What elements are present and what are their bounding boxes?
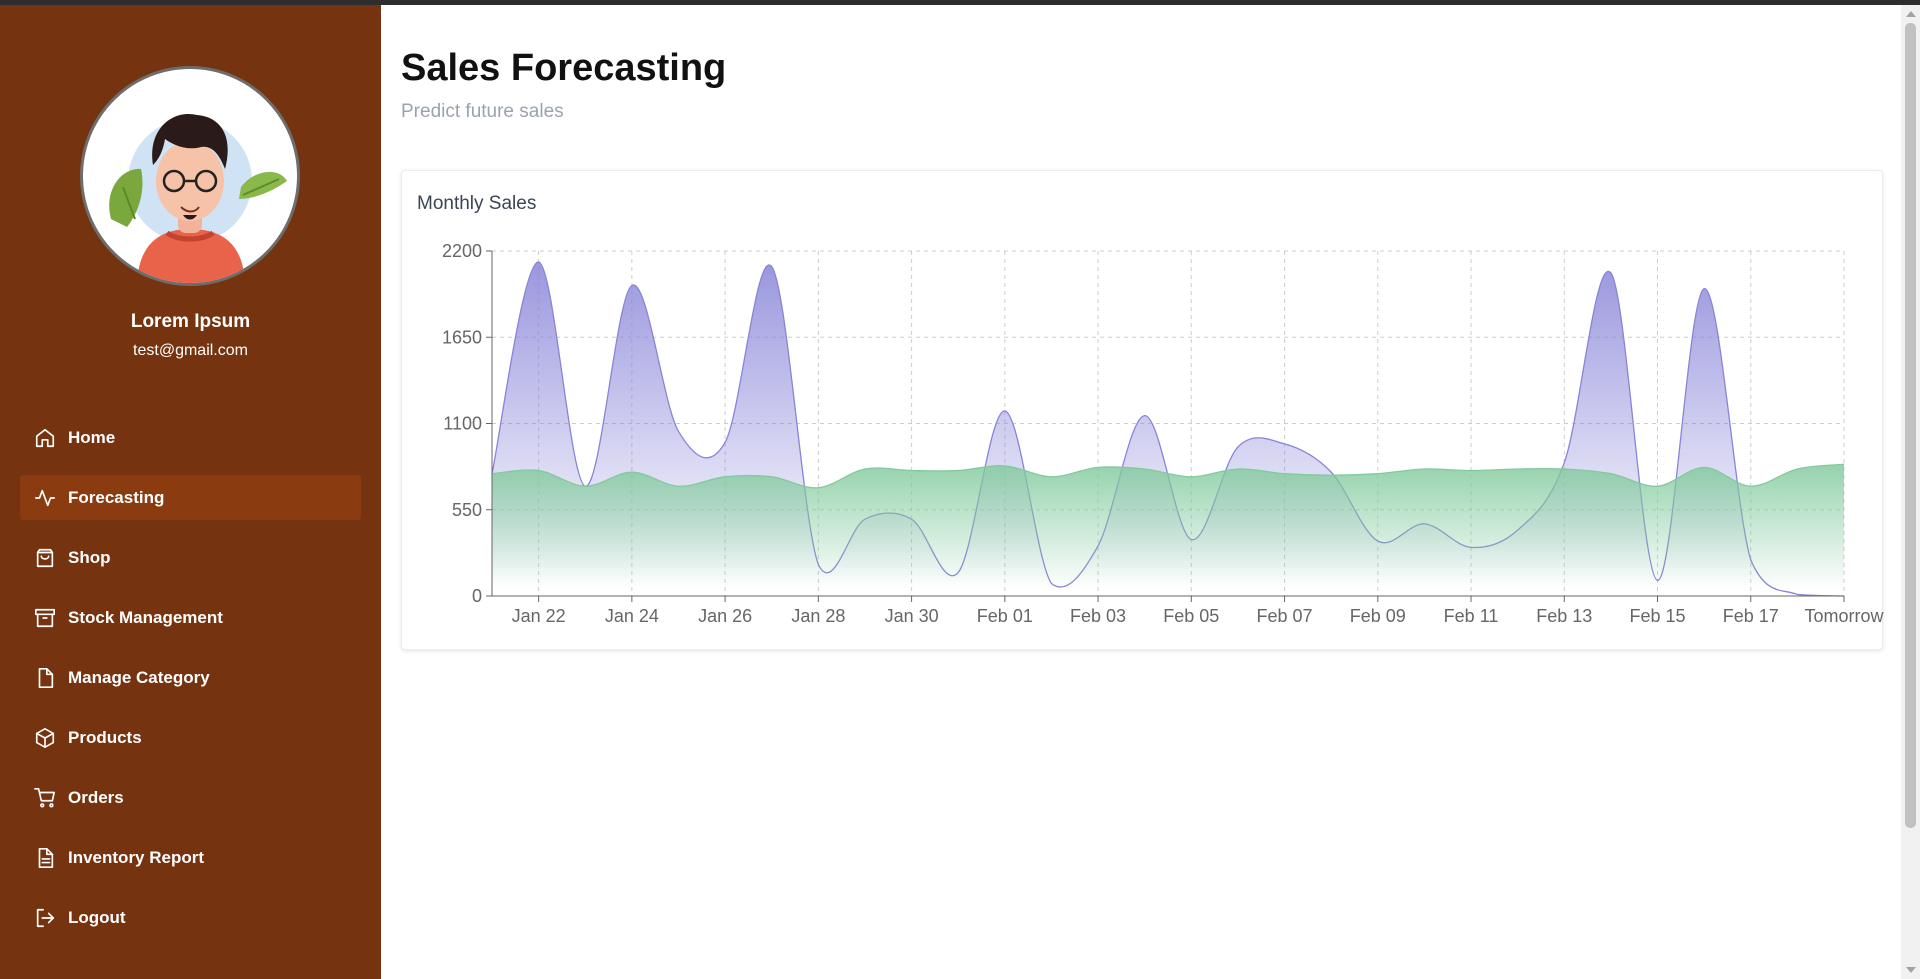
sidebar-item-products[interactable]: Products <box>20 715 361 760</box>
sidebar-item-label: Forecasting <box>68 487 165 507</box>
sidebar-item-label: Stock Management <box>68 607 223 627</box>
scrollbar-thumb[interactable] <box>1905 23 1916 828</box>
sales-chart: 0 550 1100 1650 2200 Jan 22 Jan 24 Jan 26 Jan 28… <box>442 241 1884 626</box>
x-tick-label: Jan 26 <box>698 606 752 626</box>
sidebar-item-stock-management[interactable]: Stock Management <box>20 595 361 640</box>
sidebar-item-logout[interactable]: Logout <box>20 895 361 940</box>
chart-card: Monthly Sales 0 550 1100 1650 2200 Jan 22 Jan … <box>401 170 1884 650</box>
x-tick-label: Feb 15 <box>1629 606 1685 626</box>
window-top-border <box>0 0 1920 5</box>
archive-icon <box>35 608 55 627</box>
x-tick-label: Feb 07 <box>1257 606 1313 626</box>
avatar <box>80 66 300 286</box>
x-tick-label: Feb 13 <box>1536 606 1592 626</box>
home-icon <box>35 428 55 447</box>
x-tick-label: Feb 11 <box>1444 606 1499 626</box>
sidebar-item-label: Manage Category <box>68 667 210 687</box>
sidebar-nav: Home Forecasting Shop Stock Management M… <box>20 415 361 955</box>
chart-title: Monthly Sales <box>417 193 537 214</box>
user-name: Lorem Ipsum <box>130 311 251 332</box>
y-tick-label: 1100 <box>443 414 482 434</box>
x-tick-label: Feb 09 <box>1350 606 1406 626</box>
scroll-up-icon[interactable] <box>1906 11 1916 17</box>
x-tick-label: Feb 05 <box>1163 606 1219 626</box>
page-subtitle: Predict future sales <box>401 101 564 122</box>
activity-icon <box>35 489 55 506</box>
sidebar-item-label: Logout <box>68 907 126 927</box>
y-tick-label: 0 <box>472 586 482 606</box>
vertical-scrollbar[interactable] <box>1901 5 1920 979</box>
file-text-icon <box>38 847 54 868</box>
chart-axes: 0 550 1100 1650 2200 Jan 22 Jan 24 Jan 26 Jan 28… <box>442 241 1884 626</box>
x-tick-label: Jan 28 <box>791 606 845 626</box>
user-email: test@gmail.com <box>133 342 248 359</box>
page-title: Sales Forecasting <box>401 47 727 89</box>
shopping-cart-icon <box>34 787 55 808</box>
y-tick-label: 1650 <box>442 327 482 347</box>
sidebar-item-inventory-report[interactable]: Inventory Report <box>20 835 361 880</box>
forecast-sales-area <box>492 464 1844 596</box>
sidebar-item-label: Home <box>68 427 116 447</box>
shopping-bag-icon <box>36 548 54 567</box>
sidebar: Lorem Ipsum test@gmail.com Home Forecast… <box>0 5 381 979</box>
package-icon <box>35 727 55 748</box>
chart-series <box>491 261 1845 597</box>
avatar-illustration <box>109 113 287 283</box>
y-tick-label: 2200 <box>442 241 482 261</box>
sidebar-item-label: Inventory Report <box>68 847 205 867</box>
main-content: Sales Forecasting Predict future sales M… <box>381 5 1901 979</box>
x-tick-label: Tomorrow <box>1804 606 1884 626</box>
sidebar-item-label: Orders <box>68 787 124 807</box>
sidebar-item-label: Shop <box>68 547 111 567</box>
sidebar-item-shop[interactable]: Shop <box>20 535 361 580</box>
actual-sales-line <box>491 261 1845 597</box>
sidebar-item-home[interactable]: Home <box>20 415 361 460</box>
scroll-down-icon[interactable] <box>1906 967 1916 973</box>
sidebar-item-forecasting[interactable]: Forecasting <box>20 475 361 520</box>
forecast-sales-line <box>491 463 1845 489</box>
y-tick-label: 550 <box>452 500 482 520</box>
x-tick-label: Feb 03 <box>1070 606 1126 626</box>
file-icon <box>38 667 54 688</box>
x-tick-label: Feb 01 <box>977 606 1033 626</box>
x-tick-label: Jan 30 <box>885 606 939 626</box>
x-tick-label: Jan 24 <box>605 606 659 626</box>
sidebar-item-orders[interactable]: Orders <box>20 775 361 820</box>
logout-icon <box>36 908 55 927</box>
sidebar-item-manage-category[interactable]: Manage Category <box>20 655 361 700</box>
sidebar-item-label: Products <box>68 727 142 747</box>
x-tick-label: Jan 22 <box>512 606 566 626</box>
x-tick-label: Feb 17 <box>1723 606 1779 626</box>
